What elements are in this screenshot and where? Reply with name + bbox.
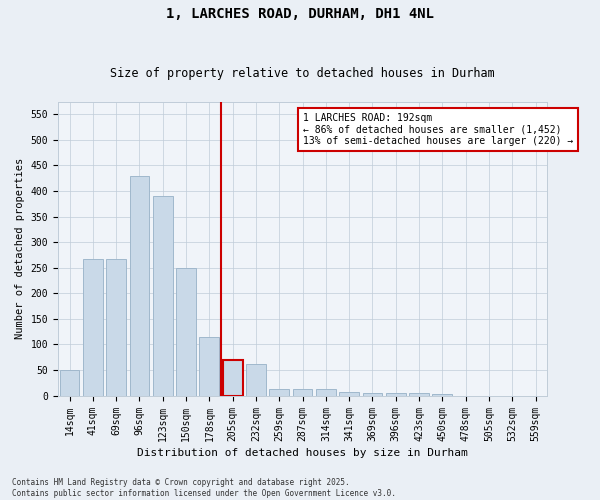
Bar [386,393,406,396]
Bar [153,196,173,396]
Y-axis label: Number of detached properties: Number of detached properties [15,158,25,339]
Bar [199,337,219,396]
Bar [409,393,429,396]
Text: 1 LARCHES ROAD: 192sqm
← 86% of detached houses are smaller (1,452)
13% of semi-: 1 LARCHES ROAD: 192sqm ← 86% of detached… [302,114,573,146]
Bar [83,259,103,396]
Text: Contains HM Land Registry data © Crown copyright and database right 2025.
Contai: Contains HM Land Registry data © Crown c… [12,478,396,498]
Bar [59,370,79,396]
Bar [316,389,336,396]
Bar [339,392,359,396]
Bar [293,390,313,396]
X-axis label: Distribution of detached houses by size in Durham: Distribution of detached houses by size … [137,448,468,458]
Title: Size of property relative to detached houses in Durham: Size of property relative to detached ho… [110,66,495,80]
Text: 1, LARCHES ROAD, DURHAM, DH1 4NL: 1, LARCHES ROAD, DURHAM, DH1 4NL [166,8,434,22]
Bar [106,258,126,396]
Bar [433,394,452,396]
Bar [176,268,196,396]
Bar [223,360,242,396]
Bar [362,393,382,396]
Bar [269,389,289,396]
Bar [130,176,149,396]
Bar [246,364,266,396]
